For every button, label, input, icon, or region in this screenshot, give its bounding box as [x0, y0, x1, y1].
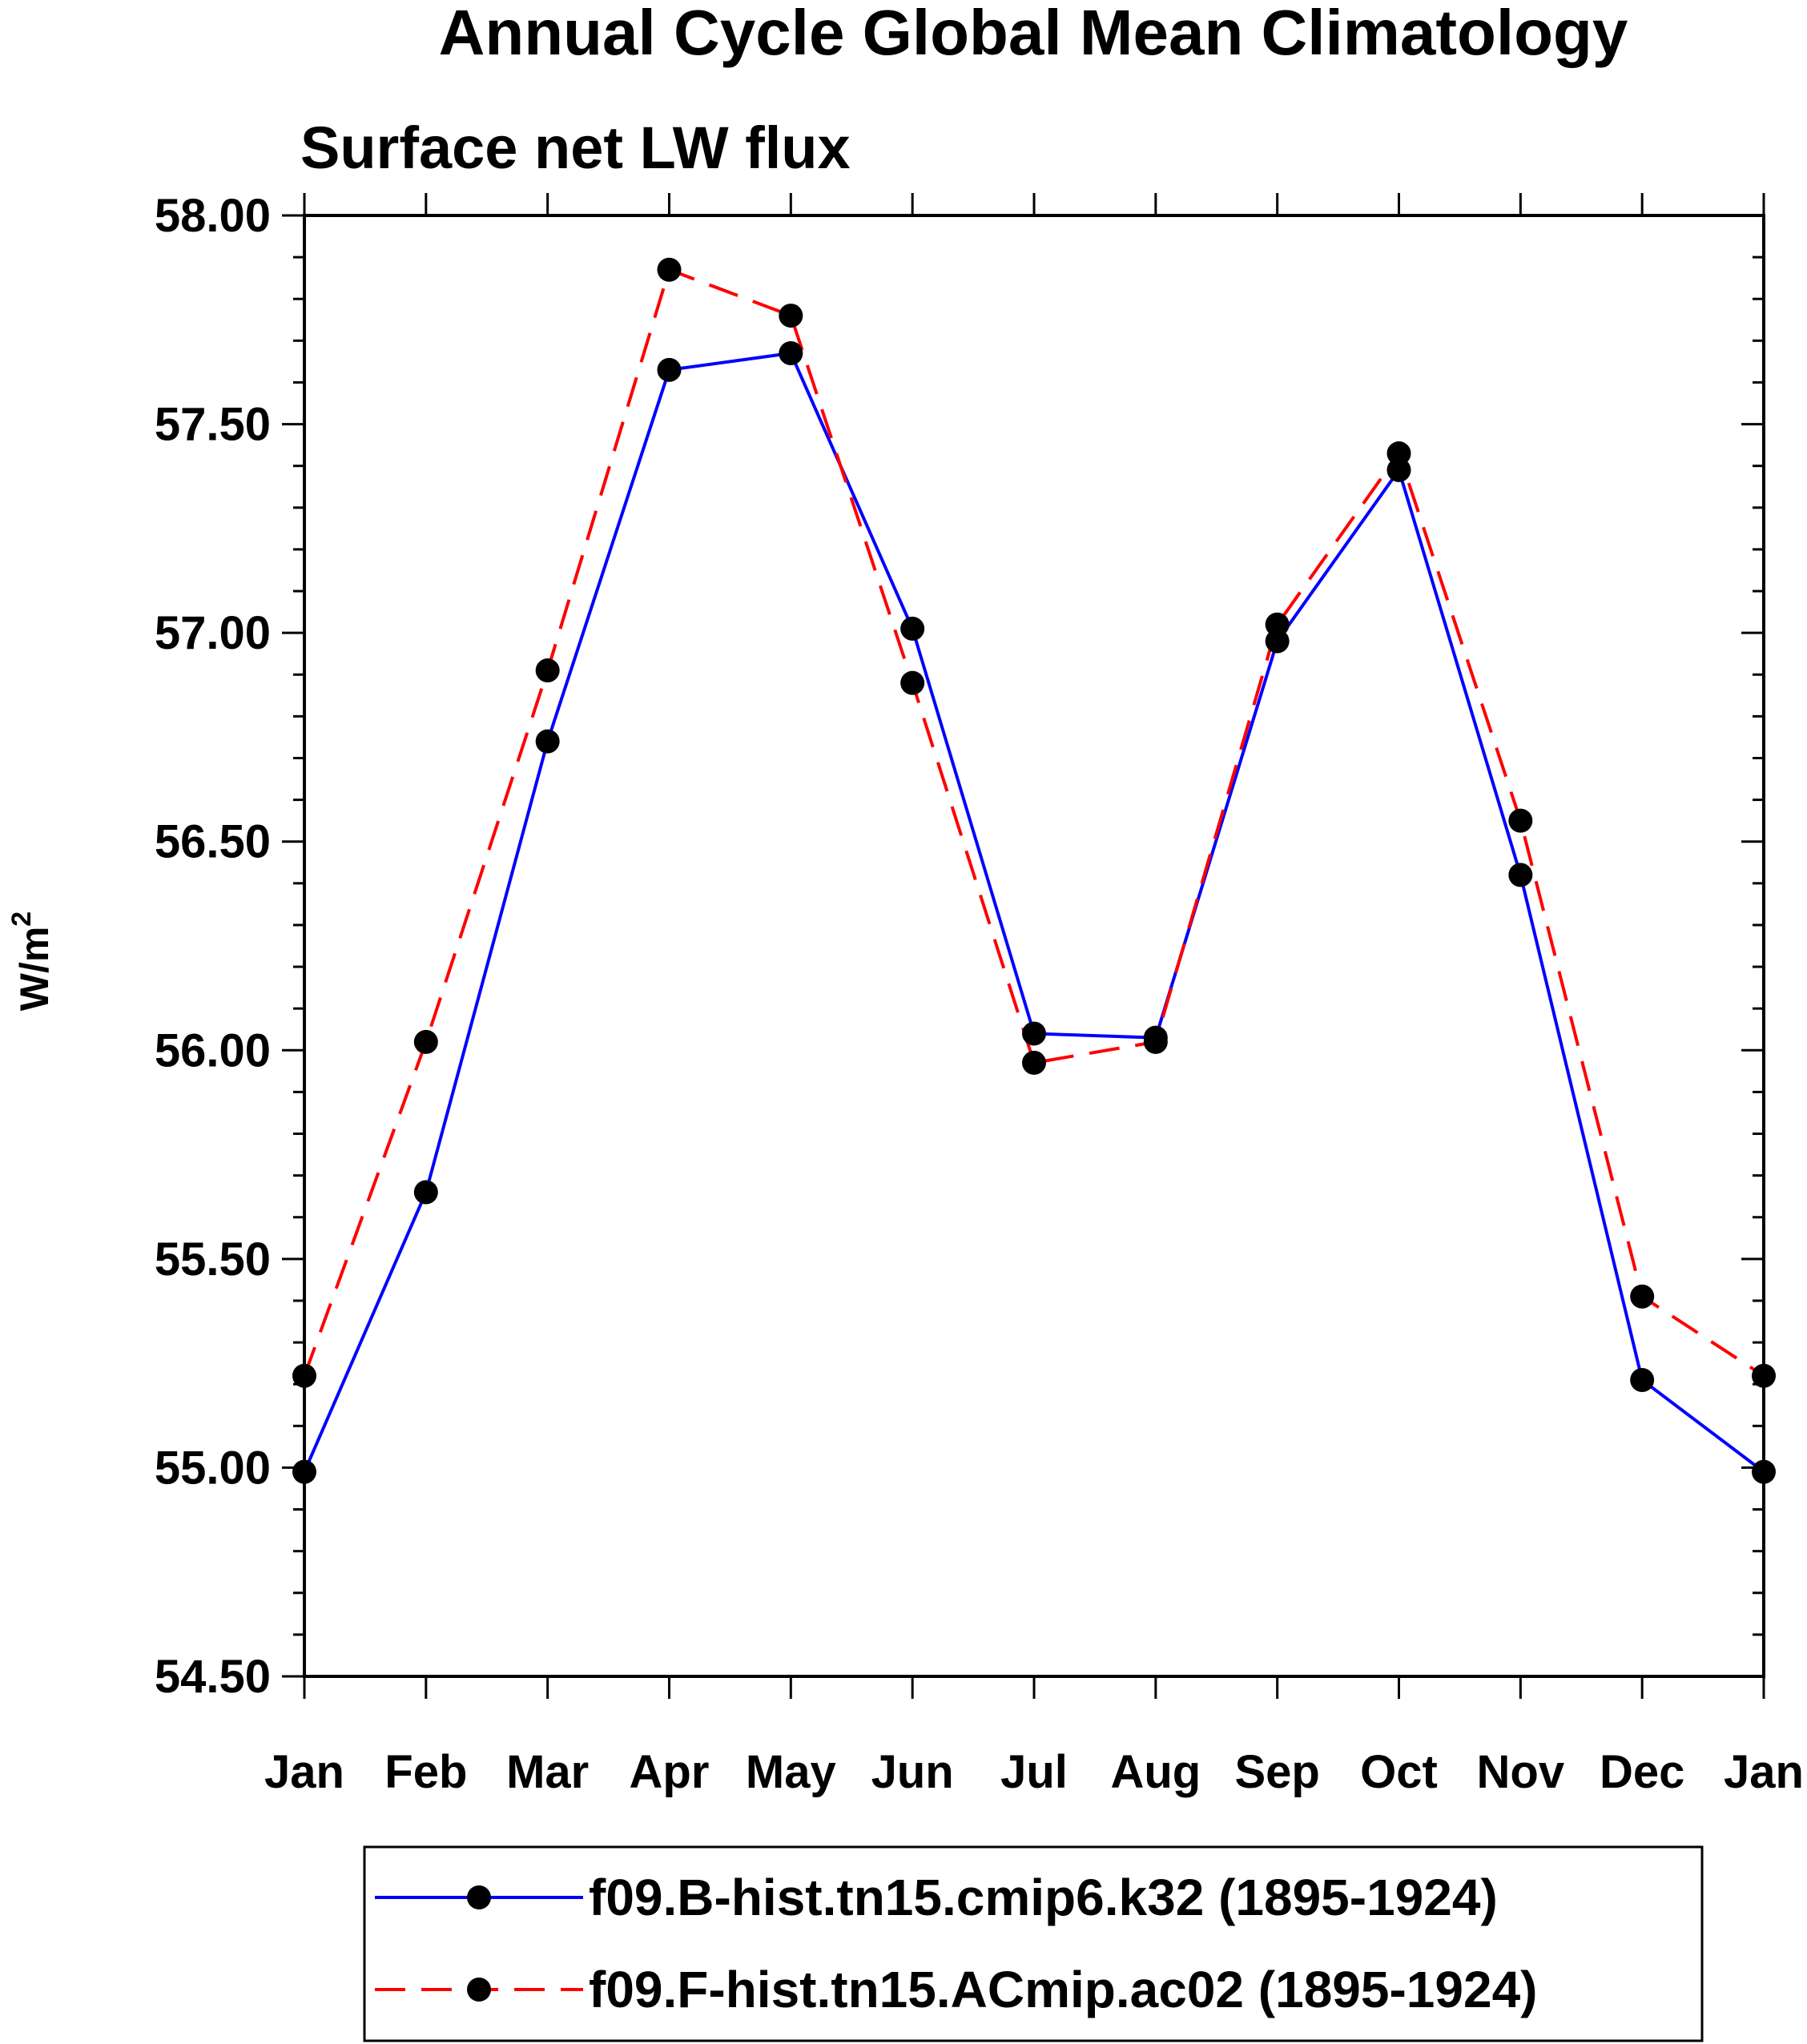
y-axis-label-text: W/m [12, 927, 57, 1012]
y-axis-label-superscript: 2 [6, 911, 37, 927]
legend-marker-series-1 [467, 1885, 491, 1909]
series-line-1 [303, 351, 1765, 1474]
y-tick-labels: 58.00 57.50 57.00 56.50 56.00 55.50 55.00 54.50 [155, 190, 271, 1703]
data-point-series-2 [779, 304, 803, 328]
legend-box [363, 1845, 1704, 2042]
data-point-series-1 [1022, 1021, 1046, 1046]
data-point-series-2 [1022, 1050, 1046, 1075]
data-point-series-2 [1386, 441, 1411, 466]
x-tick-labels: Jan Feb Mar Apr May Jun Jul Aug Sep Oct Nov Dec Jan [264, 1746, 1804, 1798]
axis-ticks [282, 193, 1765, 1699]
y-tick-label: 57.50 [155, 399, 271, 451]
y-tick-label: 54.50 [155, 1651, 271, 1703]
data-point-series-2 [1508, 808, 1533, 833]
x-tick-label: Nov [1477, 1746, 1565, 1798]
data-point-series-2 [1630, 1284, 1655, 1309]
legend-label-series-1: f09.B-hist.tn15.cmip6.k32 (1895-1924) [589, 1869, 1498, 1926]
data-point-series-2 [1143, 1029, 1168, 1054]
series-line-2 [303, 268, 1765, 1378]
data-point-series-2 [900, 670, 925, 695]
legend-label-series-2: f09.F-hist.tn15.ACmip.ac02 (1895-1924) [589, 1961, 1537, 2018]
data-point-series-1 [1630, 1367, 1655, 1392]
x-tick-label: Oct [1360, 1746, 1438, 1798]
data-point-series-1 [900, 616, 925, 641]
x-tick-label: Jun [871, 1746, 954, 1798]
x-tick-label: Sep [1234, 1746, 1319, 1798]
chart-title: Annual Cycle Global Mean Climatology [439, 0, 1628, 68]
data-point-series-1 [413, 1180, 438, 1205]
x-tick-label: Feb [384, 1746, 467, 1798]
y-tick-label: 56.50 [155, 816, 271, 868]
data-point-series-1 [1386, 457, 1411, 482]
data-point-series-2 [535, 658, 560, 683]
legend-marker-series-2 [467, 1978, 491, 2002]
y-axis-label: W/m2 [6, 911, 57, 1011]
series-layer [292, 257, 1776, 1484]
data-point-series-2 [1265, 612, 1290, 637]
y-tick-label: 57.00 [155, 607, 271, 659]
chart-subtitle: Surface net LW flux [300, 115, 851, 181]
x-tick-label: Jan [264, 1746, 344, 1798]
x-tick-label: May [746, 1746, 836, 1798]
x-tick-label: Dec [1600, 1746, 1684, 1798]
data-point-series-2 [657, 257, 682, 282]
x-tick-label: Jan [1724, 1746, 1804, 1798]
x-tick-label: Aug [1110, 1746, 1201, 1798]
x-tick-label: Apr [630, 1746, 710, 1798]
y-tick-label: 55.00 [155, 1442, 271, 1494]
data-point-series-1 [657, 357, 682, 382]
data-point-series-1 [1508, 863, 1533, 887]
x-tick-label: Mar [506, 1746, 589, 1798]
legend: f09.B-hist.tn15.cmip6.k32 (1895-1924) f0… [363, 1845, 1704, 2042]
y-tick-label: 55.50 [155, 1233, 271, 1286]
x-tick-label: Jul [1000, 1746, 1068, 1798]
svg-text:W/m2: W/m2 [6, 911, 57, 1011]
data-point-series-1 [1265, 629, 1290, 654]
y-tick-label: 58.00 [155, 190, 271, 242]
data-point-series-2 [413, 1029, 438, 1054]
y-tick-label: 56.00 [155, 1024, 271, 1076]
data-point-series-1 [779, 340, 803, 365]
plot-frame [303, 214, 1765, 1678]
data-point-series-1 [535, 729, 560, 754]
